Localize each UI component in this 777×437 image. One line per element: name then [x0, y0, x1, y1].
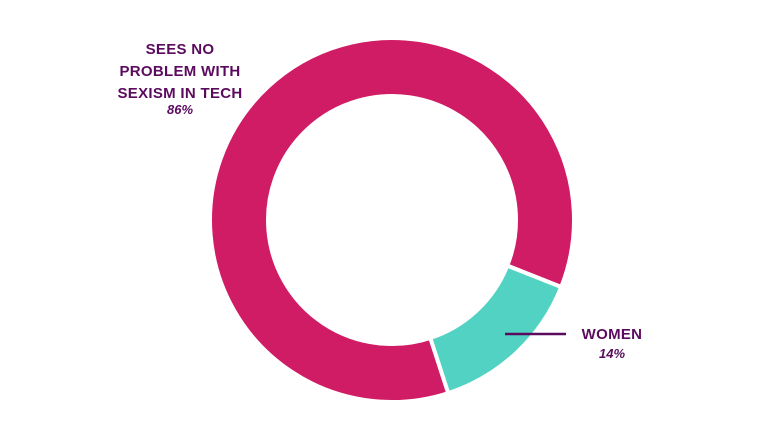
category-label: SEES NO PROBLEM WITH SEXISM IN TECH [117, 41, 243, 102]
category-label: WOMEN [581, 326, 643, 343]
value-label: 86% [166, 102, 194, 117]
donut-segment [427, 263, 564, 396]
donut-segment [208, 36, 576, 404]
value-label: 14% [598, 346, 626, 361]
